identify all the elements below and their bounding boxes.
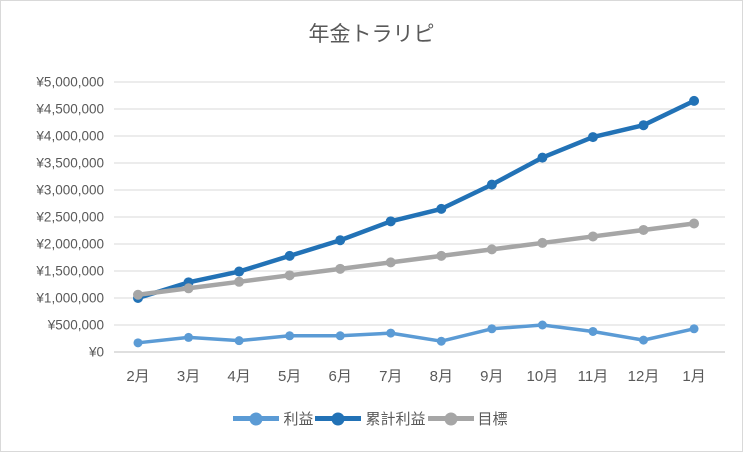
legend-item-target: 目標 — [427, 408, 510, 429]
chart-title: 年金トラリピ — [308, 23, 435, 46]
svg-text:1月: 1月 — [682, 368, 705, 385]
legend-marker-profit-icon — [233, 412, 280, 426]
svg-text:5月: 5月 — [278, 368, 301, 385]
legend: 利益 累計利益 目標 — [1, 408, 742, 429]
legend-label-profit: 利益 — [283, 411, 314, 428]
svg-text:4月: 4月 — [227, 368, 250, 385]
legend-item-cumulative-profit: 累計利益 — [315, 408, 427, 429]
svg-text:11月: 11月 — [578, 368, 609, 385]
legend-marker-cumulative-profit-icon — [315, 412, 362, 426]
svg-text:¥5,000,000: ¥5,000,000 — [35, 75, 104, 90]
svg-text:10月: 10月 — [527, 368, 559, 385]
svg-text:7月: 7月 — [379, 368, 402, 385]
svg-text:¥4,000,000: ¥4,000,000 — [35, 129, 104, 144]
svg-text:¥1,000,000: ¥1,000,000 — [35, 291, 104, 306]
svg-text:8月: 8月 — [430, 368, 453, 385]
legend-marker-target-icon — [427, 412, 474, 426]
legend-label-target: 目標 — [477, 411, 508, 428]
svg-text:¥500,000: ¥500,000 — [47, 318, 104, 333]
svg-text:¥3,000,000: ¥3,000,000 — [35, 183, 104, 198]
svg-text:6月: 6月 — [329, 368, 352, 385]
svg-text:¥3,500,000: ¥3,500,000 — [35, 156, 104, 171]
legend-label-cumulative-profit: 累計利益 — [365, 411, 426, 428]
svg-text:¥2,000,000: ¥2,000,000 — [35, 237, 104, 252]
svg-text:¥0: ¥0 — [88, 345, 104, 360]
legend-item-profit: 利益 — [233, 408, 315, 429]
svg-text:12月: 12月 — [628, 368, 660, 385]
svg-text:¥4,500,000: ¥4,500,000 — [35, 102, 104, 117]
svg-text:¥1,500,000: ¥1,500,000 — [35, 264, 104, 279]
svg-text:¥2,500,000: ¥2,500,000 — [35, 210, 104, 225]
svg-text:2月: 2月 — [126, 368, 149, 385]
svg-text:3月: 3月 — [177, 368, 200, 385]
svg-text:9月: 9月 — [480, 368, 503, 385]
